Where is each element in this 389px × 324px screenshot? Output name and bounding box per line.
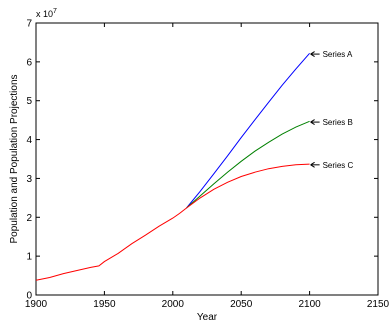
x-tick-label: 2050 [230, 299, 253, 310]
historical-line [35, 207, 187, 281]
annotation-arrowhead [310, 161, 315, 168]
annotation-label: Series B [323, 118, 353, 127]
x-tick-label: 2150 [367, 299, 389, 310]
series-lines [35, 52, 310, 281]
series-c-line [186, 163, 310, 209]
series-c-annotation: Series C [310, 161, 354, 170]
y-tick-label: 6 [26, 57, 32, 68]
x-tick-label: 1950 [93, 299, 116, 310]
plot-area [35, 22, 379, 296]
series-annotations: Series A Series B Series C [310, 50, 354, 170]
y-axis: 0 1 2 3 4 5 6 7 [26, 19, 378, 302]
y-tick-label: 3 [26, 174, 32, 185]
annotation-arrowhead [310, 119, 315, 126]
y-tick-label: 0 [26, 291, 32, 302]
x-tick-label: 2100 [298, 299, 321, 310]
y-tick-label: 7 [26, 19, 32, 30]
annotation-label: Series A [323, 50, 353, 59]
x-axis: 1900 1950 2000 2050 2100 2150 [25, 23, 389, 310]
y-tick-label: 1 [26, 252, 32, 263]
x-tick-label: 1900 [25, 299, 48, 310]
annotation-label: Series C [323, 161, 354, 170]
y-axis-title: Population and Population Projections [9, 74, 20, 243]
y-tick-label: 4 [26, 135, 32, 146]
y-multiplier-base: x 10 [36, 9, 53, 19]
x-axis-title: Year [197, 312, 218, 323]
x-tick-label: 2000 [162, 299, 185, 310]
series-a-line [186, 52, 310, 209]
series-a-annotation: Series A [310, 50, 353, 59]
series-b-annotation: Series B [310, 118, 353, 127]
y-tick-label: 5 [26, 96, 32, 107]
y-tick-label: 2 [26, 213, 32, 224]
y-multiplier: x 107 [36, 8, 57, 19]
annotation-arrowhead [310, 51, 315, 58]
series-b-line [186, 120, 310, 209]
y-multiplier-exponent: 7 [53, 8, 57, 15]
